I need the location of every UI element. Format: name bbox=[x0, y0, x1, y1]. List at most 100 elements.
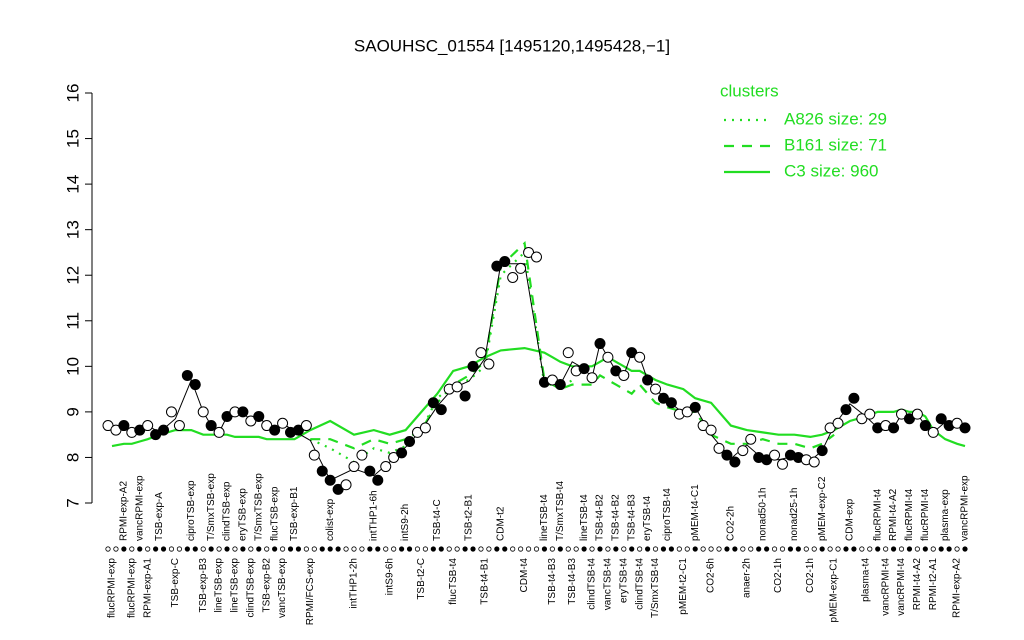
rug-dot bbox=[883, 546, 889, 552]
rug-dot bbox=[906, 546, 913, 552]
group-label: pMEM-exp-C1 bbox=[829, 558, 840, 623]
group-label: plasma-exp bbox=[940, 489, 951, 541]
rug-dot bbox=[652, 546, 659, 552]
group-label: pMEM-exp-C2 bbox=[817, 476, 828, 541]
rug-dot bbox=[914, 546, 920, 552]
cluster-line bbox=[310, 241, 835, 450]
rug-dot bbox=[399, 546, 405, 552]
rug-dot bbox=[954, 546, 960, 552]
data-point bbox=[642, 374, 654, 386]
data-point bbox=[808, 456, 820, 468]
group-label: CDM-t2 bbox=[495, 506, 506, 541]
rug-dot bbox=[375, 546, 381, 552]
rug-dot bbox=[803, 546, 809, 552]
data-point bbox=[499, 256, 511, 268]
group-label: TSB-exp-C bbox=[170, 558, 181, 607]
rug-dot bbox=[605, 546, 611, 552]
data-point bbox=[340, 479, 352, 491]
data-point bbox=[729, 456, 741, 468]
data-point bbox=[427, 397, 439, 409]
rug-dot bbox=[795, 546, 801, 552]
y-tick-label: 7 bbox=[63, 498, 82, 507]
chart-title: SAOUHSC_01554 [1495120,1495428,−1] bbox=[354, 36, 670, 55]
rug-dot bbox=[637, 546, 643, 552]
rug-dot bbox=[430, 546, 436, 552]
group-label: T/SmxTSB-exp bbox=[206, 473, 217, 541]
group-label: clindTSB-t4 bbox=[587, 558, 598, 610]
cluster-line bbox=[111, 346, 966, 448]
rug-dot bbox=[589, 546, 595, 552]
group-label: CDM-exp bbox=[845, 498, 856, 541]
data-point bbox=[396, 447, 408, 459]
rug-dot bbox=[343, 546, 349, 552]
rug-dot bbox=[851, 546, 857, 552]
rug-dot bbox=[200, 546, 206, 552]
rug-dot bbox=[740, 546, 746, 552]
group-label: lineTSB-exp bbox=[230, 558, 241, 613]
group-label: pMEM-t2-C1 bbox=[678, 558, 689, 615]
group-label: TSB-exp-B2 bbox=[261, 558, 272, 613]
rug-dot bbox=[565, 546, 571, 552]
group-label: TSB-t4-B3 bbox=[567, 558, 578, 605]
rug-dot bbox=[764, 546, 770, 552]
data-point bbox=[459, 390, 471, 402]
rug-dot bbox=[938, 546, 944, 552]
data-point bbox=[173, 420, 185, 432]
group-label: flucRPMI-t4 bbox=[872, 488, 883, 541]
data-point bbox=[475, 347, 487, 359]
rug-dot bbox=[771, 546, 778, 552]
group-label: flucTSB-t4 bbox=[448, 558, 459, 605]
group-label: lineTSB-t4 bbox=[579, 494, 590, 541]
rug-dot bbox=[843, 546, 849, 552]
rug-dot bbox=[922, 546, 928, 552]
rug-dot bbox=[827, 546, 833, 552]
rug-dot bbox=[121, 546, 127, 552]
data-point bbox=[467, 360, 479, 372]
rug-dot bbox=[176, 546, 183, 552]
rug-dot bbox=[327, 546, 333, 552]
rug-dot bbox=[446, 546, 452, 552]
rug-dot bbox=[113, 546, 119, 552]
rug-dot bbox=[867, 546, 873, 552]
group-label: intS9-2h bbox=[400, 504, 411, 541]
data-point bbox=[356, 449, 368, 461]
group-label: clindTSB-exp bbox=[222, 481, 233, 541]
cluster-line bbox=[309, 250, 573, 464]
group-label: RPMI-exp-A2 bbox=[119, 481, 130, 541]
data-point bbox=[142, 420, 154, 432]
group-label: vancRPMI-t4 bbox=[896, 558, 907, 616]
group-label: TSB-t2-C bbox=[416, 558, 427, 600]
rug-dot bbox=[272, 546, 278, 552]
rug-dot bbox=[216, 546, 222, 552]
data-point bbox=[213, 426, 225, 438]
data-point bbox=[507, 272, 519, 283]
legend-label: A826 size: 29 bbox=[784, 109, 887, 128]
group-label: flucRPMI-t4 bbox=[904, 488, 915, 541]
rug-dot bbox=[644, 546, 651, 552]
rug-dot bbox=[232, 546, 238, 552]
data-point bbox=[269, 424, 281, 436]
data-point bbox=[959, 422, 971, 434]
data-point bbox=[300, 420, 312, 432]
rug-dot bbox=[835, 546, 841, 552]
rug-dot bbox=[160, 546, 167, 552]
rug-dot bbox=[660, 546, 667, 552]
y-tick-label: 13 bbox=[63, 220, 82, 239]
data-point bbox=[776, 458, 788, 470]
rug-dot bbox=[224, 546, 230, 552]
group-label: CO2-2h bbox=[726, 506, 737, 541]
rug-dot bbox=[462, 546, 468, 552]
rug-dot bbox=[406, 546, 413, 552]
data-point bbox=[308, 449, 320, 461]
data-point bbox=[435, 404, 447, 416]
rug-dot bbox=[192, 546, 198, 552]
rug-dot bbox=[502, 546, 508, 552]
group-label: clindTSB-exp bbox=[245, 558, 256, 618]
group-label: RPMI-exp-A1 bbox=[142, 558, 153, 618]
group-label: T/SmxTSB-t4 bbox=[555, 481, 566, 541]
legend: clusters A826 size: 29 B161 size: 71 C3 siz… bbox=[720, 81, 887, 180]
rug-dot bbox=[518, 546, 524, 552]
rug-dot bbox=[898, 546, 905, 552]
group-label: intTHP1-6h bbox=[368, 490, 379, 541]
rug-dot bbox=[391, 546, 397, 552]
